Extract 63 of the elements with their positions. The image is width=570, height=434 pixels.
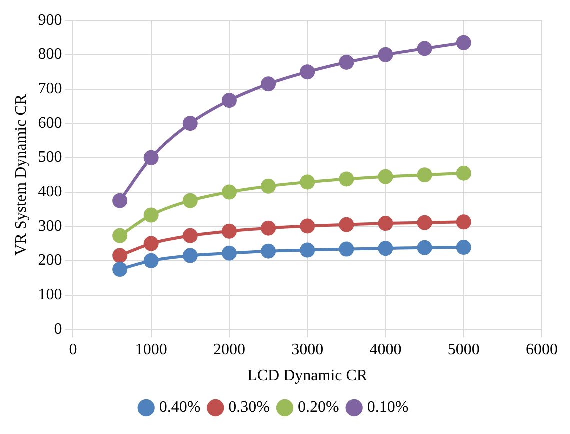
point [182,193,198,208]
point [300,218,316,234]
point [182,228,198,244]
point [112,248,128,264]
point [261,244,276,259]
legend-label: 0.40% [159,399,201,416]
point [222,246,237,261]
point [339,242,354,257]
y-tick-label: 900 [38,12,62,29]
point [456,166,472,181]
point [112,262,128,278]
point [261,220,276,236]
y-axis-title: VR System Dynamic CR [12,94,30,256]
y-tick-label: 0 [54,320,62,338]
x-tick-label: 2000 [213,341,246,358]
point [339,172,354,187]
point [417,215,432,230]
x-tick-label: 0 [69,341,78,358]
point [339,54,354,70]
y-tick-label: 500 [38,149,62,166]
x-tick-label: 4000 [370,341,402,358]
point [417,240,432,256]
point [144,208,159,223]
point [144,253,159,268]
point [417,41,432,56]
point [339,217,354,232]
point [144,236,159,252]
legend-label: 0.20% [298,399,340,416]
point [378,169,394,184]
point [222,184,237,200]
point [378,241,394,256]
x-tick-label: 3000 [292,341,324,358]
point [456,240,472,256]
point [300,242,316,258]
point [112,193,128,208]
y-tick-label: 200 [38,252,62,270]
y-tick-label: 700 [38,80,62,98]
y-tick-label: 400 [38,183,62,200]
point [222,224,237,239]
point [261,76,276,92]
y-tick-label: 800 [38,46,62,64]
point [182,248,198,264]
point [417,168,432,183]
point [112,228,128,244]
point [456,214,472,230]
y-tick-label: 100 [38,286,62,304]
point [456,35,472,50]
x-tick-label: 6000 [526,341,558,358]
point [378,47,394,62]
point [261,178,276,194]
point [144,150,159,166]
legend-label: 0.30% [228,399,270,416]
point [300,174,316,190]
point [222,93,237,108]
x-tick-label: 5000 [448,341,480,358]
x-axis-title: LCD Dynamic CR [248,368,368,385]
legend-label: 0.10% [367,399,409,416]
point [182,116,198,132]
y-tick-label: 300 [38,218,62,235]
point [300,64,316,80]
x-tick-label: 1000 [135,341,168,358]
point [378,216,394,232]
y-tick-label: 600 [38,114,62,132]
